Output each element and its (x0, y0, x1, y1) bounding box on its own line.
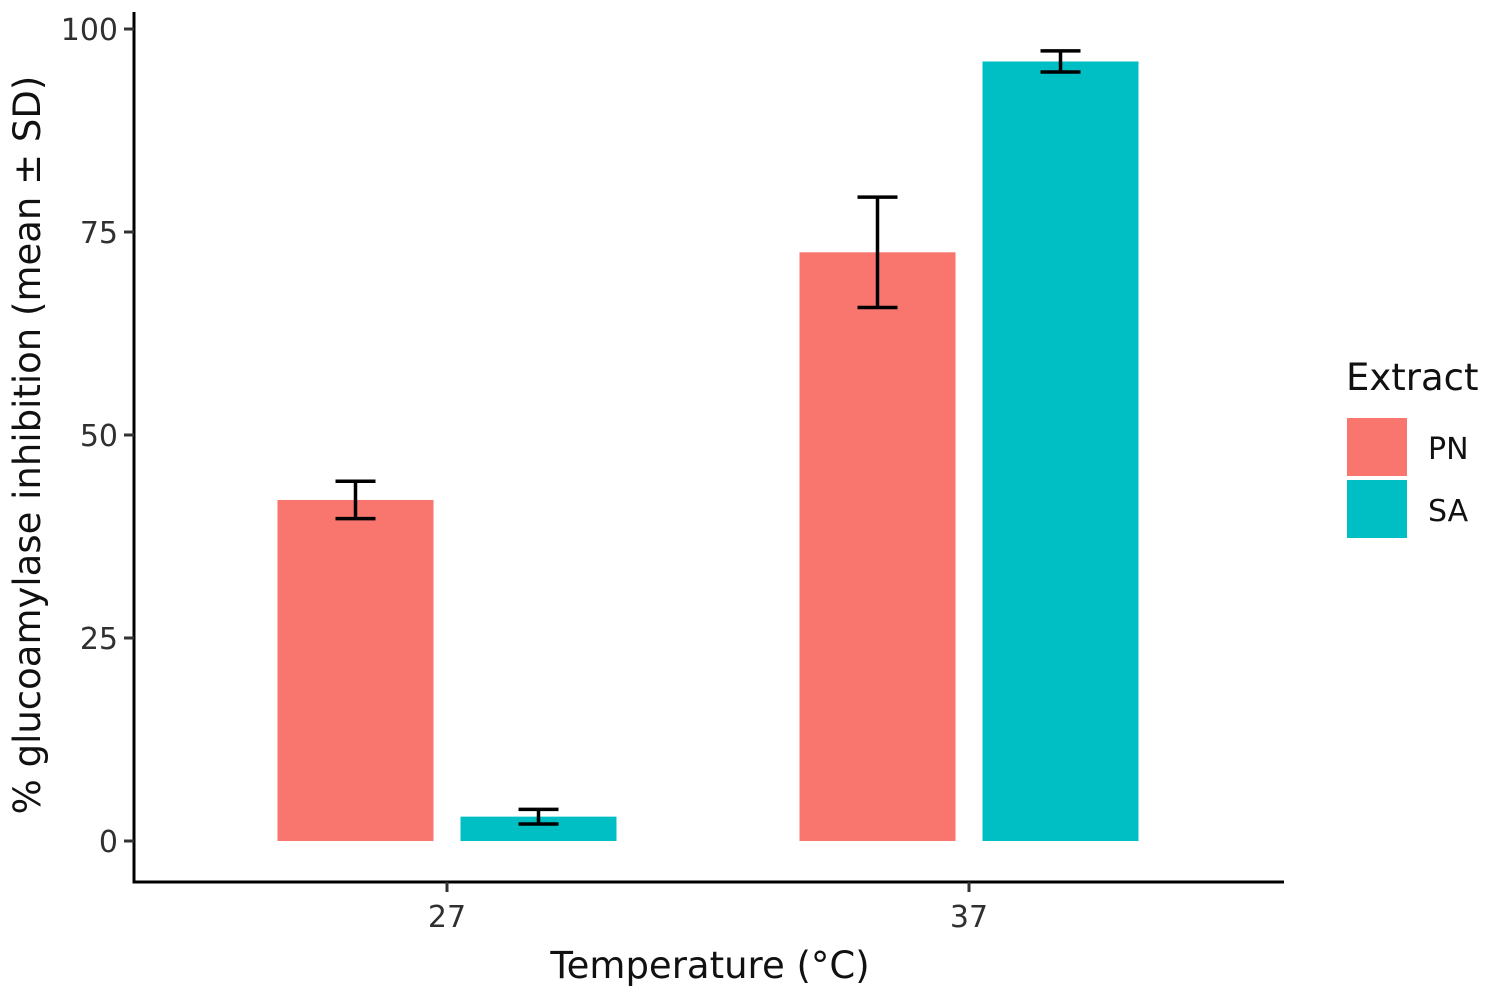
y-tick-label: 25 (80, 622, 118, 657)
x-tick-label: 37 (950, 900, 988, 935)
y-tick-label: 50 (80, 419, 118, 454)
x-ticks: 27 37 (428, 882, 988, 935)
y-tick-label: 75 (80, 216, 118, 251)
y-tick-label: 100 (61, 13, 118, 48)
y-tick-label: 0 (99, 825, 118, 860)
legend-key-pn (1347, 418, 1407, 476)
legend-title: Extract (1346, 356, 1479, 399)
legend-label-pn: PN (1428, 432, 1469, 467)
x-tick-label: 27 (428, 900, 466, 935)
y-ticks: 0 25 50 75 100 (61, 13, 134, 860)
legend: Extract PN SA (1346, 356, 1479, 538)
legend-label-sa: SA (1428, 494, 1469, 529)
bar-sa-37 (982, 61, 1139, 842)
legend-items: PN SA (1347, 418, 1469, 538)
x-axis-title: Temperature (°C) (549, 944, 869, 987)
y-axis-title: % glucoamylase inhibition (mean ± SD) (6, 76, 49, 815)
error-bars-layer (335, 49, 1081, 826)
bar-pn-27 (277, 499, 434, 841)
legend-key-sa (1347, 480, 1407, 538)
bar-pn-37 (799, 252, 956, 842)
bars-layer (277, 61, 1139, 842)
